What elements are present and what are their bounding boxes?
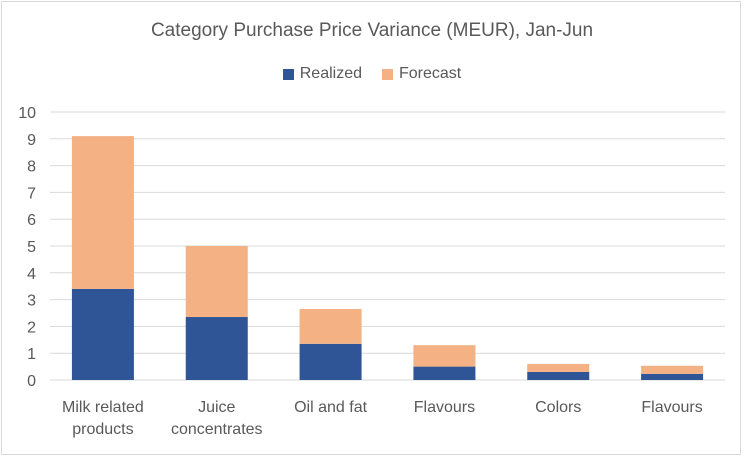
x-tick-label: Flavours [641, 399, 702, 416]
y-tick-label: 3 [27, 293, 36, 310]
x-tick-label: Flavours [414, 399, 475, 416]
y-tick-label: 0 [27, 373, 36, 390]
x-tick-label: products [72, 421, 133, 438]
x-tick-label: concentrates [171, 421, 263, 438]
x-tick-label: Juice [198, 399, 235, 416]
bar-forecast [413, 345, 476, 367]
bar-forecast [641, 365, 704, 374]
legend-item-realized: Realized [282, 65, 362, 83]
x-tick-label: Milk related [62, 399, 144, 416]
legend-item-forecast: Forecast [382, 65, 461, 83]
legend: Realized Forecast [0, 65, 744, 83]
x-tick-label: Oil and fat [294, 399, 367, 416]
legend-swatch [282, 68, 294, 80]
x-tick-label: Colors [535, 399, 581, 416]
bar-realized [185, 317, 248, 380]
chart-title: Category Purchase Price Variance (MEUR),… [150, 20, 594, 41]
y-tick-label: 1 [27, 346, 36, 363]
bar-realized [71, 288, 134, 380]
legend-label: Forecast [399, 65, 462, 82]
bar-forecast [299, 308, 362, 344]
bar-forecast [185, 246, 248, 318]
bar-forecast [527, 363, 590, 372]
y-tick-label: 9 [27, 132, 36, 149]
bar-realized [527, 371, 590, 380]
bar-forecast [71, 136, 134, 289]
bar-realized [299, 343, 362, 380]
bar-realized [413, 366, 476, 380]
y-tick-label: 7 [27, 185, 36, 202]
legend-swatch [382, 68, 393, 80]
legend-label: Realized [299, 65, 362, 82]
y-tick-label: 6 [27, 212, 36, 229]
bar-realized [641, 373, 704, 380]
y-tick-label: 8 [27, 159, 36, 176]
y-tick-label: 5 [27, 239, 36, 256]
y-tick-label: 10 [18, 105, 36, 122]
y-tick-label: 4 [27, 266, 36, 283]
y-tick-label: 2 [27, 319, 36, 336]
